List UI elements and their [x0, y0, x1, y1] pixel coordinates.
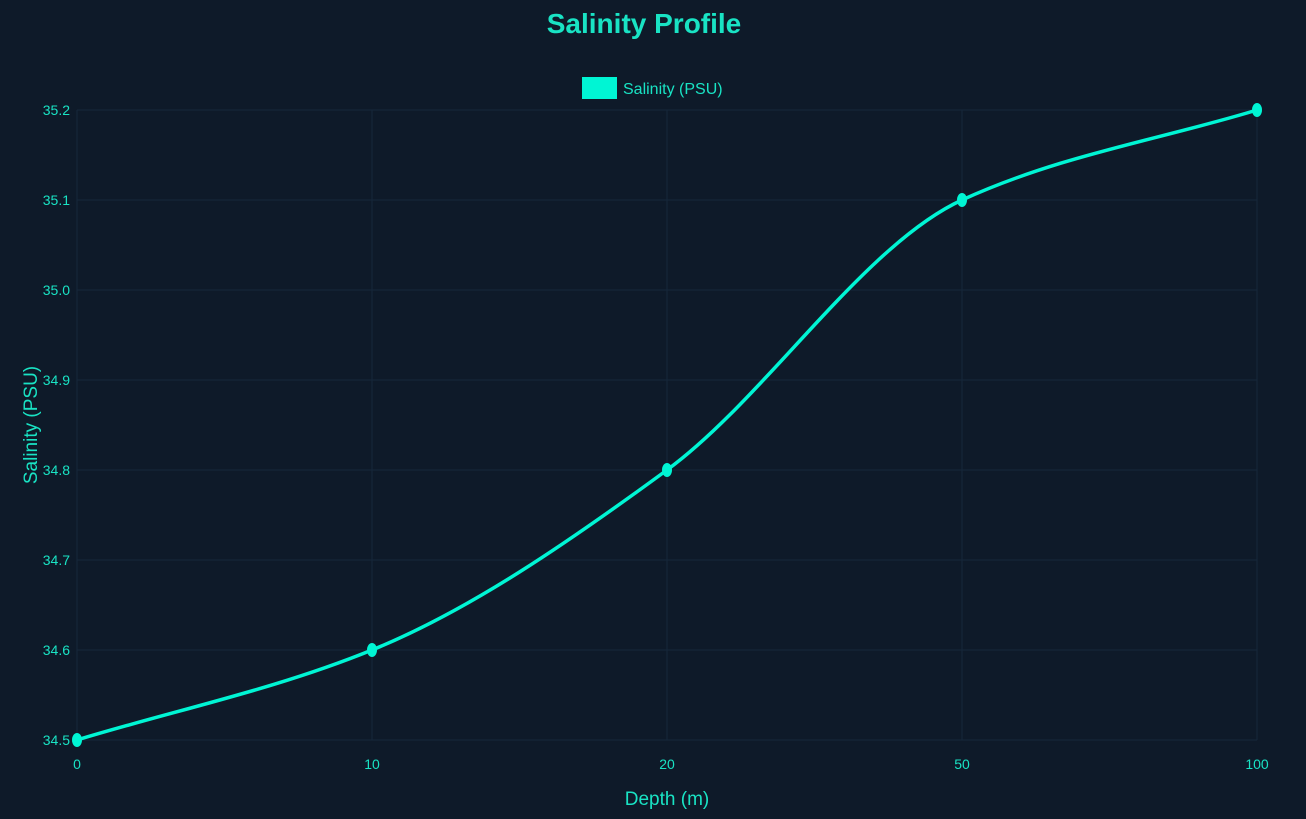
y-tick-label: 34.8 — [43, 462, 70, 478]
legend-swatch — [582, 77, 617, 99]
legend-label: Salinity (PSU) — [623, 81, 723, 98]
x-tick-label: 20 — [659, 756, 675, 772]
y-tick-label: 35.1 — [43, 192, 70, 208]
grid-lines — [76, 109, 1258, 741]
series-layer — [72, 103, 1262, 747]
y-tick-label: 34.7 — [43, 552, 70, 568]
data-point-marker[interactable] — [367, 643, 377, 657]
data-point-marker[interactable] — [1252, 103, 1262, 117]
y-axis-label: Salinity (PSU) — [21, 366, 42, 484]
x-tick-label: 100 — [1245, 756, 1269, 772]
x-tick-label: 50 — [954, 756, 970, 772]
x-axis-label: Depth (m) — [625, 789, 709, 810]
x-tick-label: 10 — [364, 756, 380, 772]
y-axis-ticks: 34.5 34.6 34.7 34.8 34.9 35.0 35.1 35.2 — [43, 102, 70, 748]
y-tick-label: 34.9 — [43, 372, 70, 388]
x-axis-ticks: 0 10 20 50 100 — [73, 756, 1269, 772]
data-point-marker[interactable] — [662, 463, 672, 477]
y-tick-label: 34.6 — [43, 642, 70, 658]
chart-title: Salinity Profile — [547, 8, 742, 39]
y-tick-label: 35.0 — [43, 282, 70, 298]
x-tick-label: 0 — [73, 756, 81, 772]
y-tick-label: 34.5 — [43, 732, 70, 748]
data-point-marker[interactable] — [72, 733, 82, 747]
legend[interactable]: Salinity (PSU) — [582, 77, 723, 99]
data-point-marker[interactable] — [957, 193, 967, 207]
y-tick-label: 35.2 — [43, 102, 70, 118]
